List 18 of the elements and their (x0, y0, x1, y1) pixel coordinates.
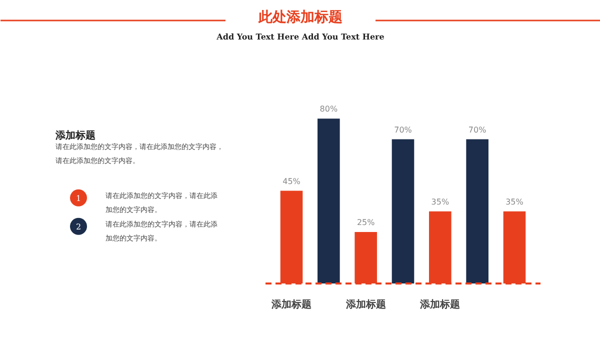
text: 2 (76, 222, 82, 232)
x-tick-label: 添加标题 (419, 298, 460, 310)
bar (318, 118, 340, 284)
chart-subtitle: Add You Text Here Add You Text Here (216, 32, 384, 42)
bar (466, 139, 488, 284)
data-label: 35% (506, 197, 524, 206)
data-label: 45% (282, 176, 301, 186)
data-label: 70% (468, 125, 487, 134)
x-tick-label: 添加标题 (270, 298, 312, 310)
data-label: 35% (431, 197, 450, 206)
data-label: 70% (394, 125, 412, 134)
text: 添加标题 (54, 129, 96, 142)
text: 1 (76, 194, 82, 203)
chart-title: 此处添加标题 (258, 10, 342, 26)
data-label: 25% (356, 218, 376, 228)
bar (392, 139, 414, 284)
data-label: 80% (320, 104, 338, 114)
x-tick-label: 添加标题 (344, 298, 386, 310)
